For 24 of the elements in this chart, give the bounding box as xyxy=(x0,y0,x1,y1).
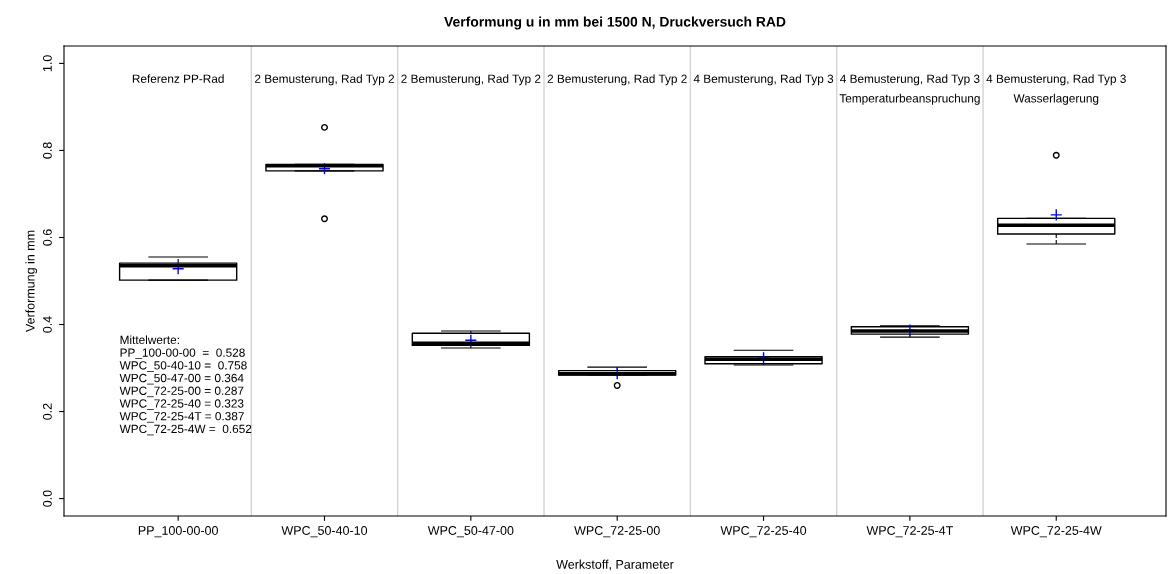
annotation: 2 Bemusterung, Rad Typ 2 xyxy=(254,74,395,86)
x-tick-label: WPC_50-40-10 xyxy=(281,526,368,538)
x-tick-label: PP_100-00-00 xyxy=(138,526,218,538)
y-tick-label: 0.6 xyxy=(42,229,52,246)
annotation: Mittelwerte: PP_100-00-00 = 0.528 WPC_50-40-10 = 0.758 WPC_50-47-00 = 0.364 WPC_72-25-00 = 0.287 WPC_72-25-40 = 0.323 WPC_72-25-4T = 0.387 WPC_72-25-4W = 0.652 xyxy=(119,335,252,436)
x-tick-label: WPC_72-25-4W xyxy=(1010,526,1102,538)
annotation: 4 Bemusterung, Rad Typ 3 Wasserlagerung xyxy=(986,74,1126,105)
y-tick-label: 0.2 xyxy=(42,403,52,420)
chart-title: Verformung u in mm bei 1500 N, Druckversuch RAD xyxy=(444,16,786,30)
y-axis-title: Verformung in mm xyxy=(25,230,38,332)
x-axis-title: Werkstoff, Parameter xyxy=(556,559,674,571)
y-tick-label: 0.4 xyxy=(42,316,52,333)
annotation: 4 Bemusterung, Rad Typ 3 Temperaturbeanspruchung xyxy=(839,74,980,105)
y-tick-label: 0.0 xyxy=(42,490,52,507)
y-tick-label: 0.8 xyxy=(42,142,52,159)
x-tick-label: WPC_72-25-00 xyxy=(574,526,660,538)
annotation: 2 Bemusterung, Rad Typ 2 xyxy=(401,74,541,86)
annotation: 2 Bemusterung, Rad Typ 2 xyxy=(547,74,687,86)
y-tick-label: 1.0 xyxy=(42,55,52,72)
x-tick-label: WPC_72-25-40 xyxy=(720,526,807,538)
x-tick-label: WPC_72-25-4T xyxy=(866,526,954,538)
annotation: Referenz PP-Rad xyxy=(132,74,224,83)
x-tick-label: WPC_50-47-00 xyxy=(427,526,514,538)
annotation: 4 Bemusterung, Rad Typ 3 xyxy=(693,74,834,86)
